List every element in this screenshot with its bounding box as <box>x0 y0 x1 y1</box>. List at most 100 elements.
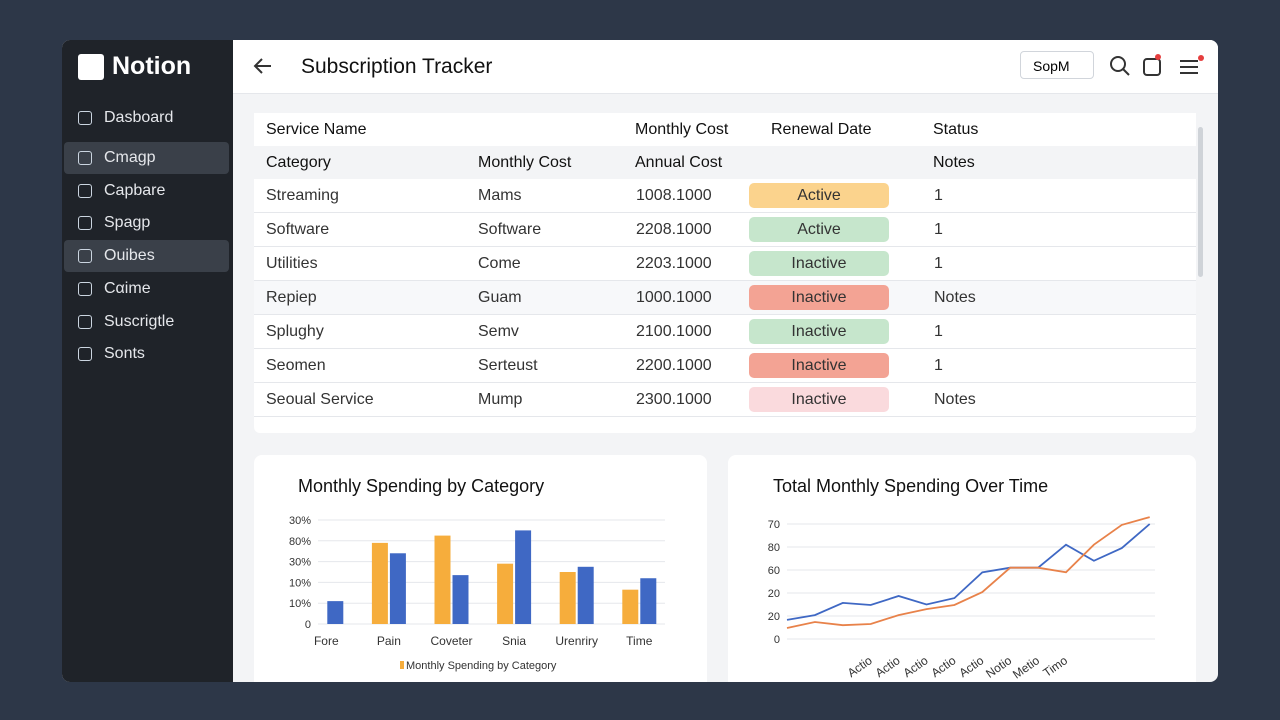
cell-cost: 2203.1000 <box>636 255 712 272</box>
logo <box>78 53 104 80</box>
top-bar: Subscription Tracker SopM <box>233 40 1218 94</box>
chart-card <box>728 455 1196 682</box>
header-cell: Status <box>933 121 979 138</box>
nav-icon <box>78 282 92 296</box>
status-pill: Inactive <box>749 387 889 412</box>
y-tick-label: 30% <box>289 515 311 527</box>
cell-category: Mams <box>478 187 522 204</box>
table-row: Seoual Service Mump 2300.1000 Inactive Notes <box>254 383 1196 417</box>
cell-notes: 1 <box>934 221 943 238</box>
nav-label: Cmagp <box>104 149 156 166</box>
cell-cost: 1000.1000 <box>636 289 712 306</box>
nav-label: Dasboard <box>104 109 174 126</box>
header-cell: Annual Cost <box>635 154 723 171</box>
cell-notes: Notes <box>934 391 976 408</box>
status-pill: Inactive <box>749 285 889 310</box>
header-cell: Monthly Cost <box>635 121 729 138</box>
y-tick-label: 80 <box>768 542 780 554</box>
legend-label: Monthly Spending by Category <box>406 660 557 672</box>
charts: Monthly Spending by Category 0 10% 10% 30% 80… <box>289 476 1155 682</box>
bar <box>640 578 657 624</box>
bar <box>434 535 451 624</box>
cell-cost: 1008.1000 <box>636 187 712 204</box>
status-pill: Active <box>749 183 889 208</box>
nav-label: Cαime <box>104 280 151 297</box>
nav-icon <box>78 249 92 263</box>
y-tick-label: 20 <box>768 611 780 623</box>
status-pill: Inactive <box>749 319 889 344</box>
cell-category: Software <box>478 221 542 238</box>
cell-service: Utilities <box>266 255 318 272</box>
cell-cost: 2208.1000 <box>636 221 712 238</box>
status-pill: Active <box>749 217 889 242</box>
nav-item[interactable]: Dasboard <box>64 102 229 134</box>
x-tick-label: Coveter <box>430 634 472 648</box>
header-cell: Service Name <box>266 121 367 138</box>
legend-swatch <box>400 661 404 669</box>
table-row: Streaming Mams 1008.1000 Active 1 <box>254 179 1196 213</box>
x-tick-label: Actio <box>956 653 986 680</box>
cell-notes: Notes <box>934 289 976 306</box>
cell-service: Seoual Service <box>266 391 374 408</box>
chart-title: Monthly Spending by Category <box>298 476 544 496</box>
nav-label: Suscrigtle <box>104 313 175 330</box>
nav-item[interactable]: Suscrigtle <box>64 306 229 338</box>
cell-category: Serteust <box>478 357 538 374</box>
back-button[interactable] <box>251 56 275 76</box>
nav-item[interactable]: Spagp <box>64 207 229 239</box>
y-tick-label: 0 <box>774 634 780 646</box>
bar <box>515 530 532 624</box>
bar <box>371 542 388 624</box>
cell-service: Software <box>266 221 330 238</box>
status-pill: Inactive <box>749 353 889 378</box>
x-tick-label: Metio <box>1010 653 1042 681</box>
x-tick-label: Notio <box>983 653 1014 681</box>
y-tick-label: 10% <box>289 598 311 610</box>
x-tick-label: Fore <box>314 634 339 648</box>
cell-cost: 2200.1000 <box>636 357 712 374</box>
cell-category: Semv <box>478 323 519 340</box>
bar <box>622 589 639 624</box>
nav-item[interactable]: Sonts <box>64 338 229 370</box>
nav-icon <box>78 151 92 165</box>
nav-item[interactable]: Cαime <box>64 273 229 305</box>
nav-icon <box>78 347 92 361</box>
x-tick-label: Actio <box>873 653 903 680</box>
bar <box>452 575 469 624</box>
nav-label: Spagp <box>104 214 151 231</box>
table-row: Splughy Semv 2100.1000 Inactive 1 <box>254 315 1196 349</box>
nav-item[interactable]: Cmagp <box>64 142 229 174</box>
y-tick-label: 60 <box>768 565 780 577</box>
nav-icon <box>78 216 92 230</box>
brand-name: Notion <box>112 52 192 80</box>
brand: Notion <box>78 52 191 81</box>
dropdown[interactable]: SopM <box>1020 51 1094 79</box>
x-tick-label: Actio <box>901 653 931 680</box>
table-row: Seomen Serteust 2200.1000 Inactive 1 <box>254 349 1196 383</box>
header-cell: Category <box>266 154 331 171</box>
x-tick-label: Timo <box>1040 653 1070 680</box>
nav-item[interactable]: Ouibes <box>64 240 229 272</box>
cell-category: Guam <box>478 289 522 306</box>
y-tick-label: 80% <box>289 536 311 548</box>
table-row: Software Software 2208.1000 Active 1 <box>254 213 1196 247</box>
x-tick-label: Actio <box>845 653 875 680</box>
header-cell: Monthly Cost <box>478 154 572 171</box>
line <box>786 516 1150 629</box>
cell-cost: 2100.1000 <box>636 323 712 340</box>
cell-notes: 1 <box>934 255 943 272</box>
y-tick-label: 10% <box>289 577 311 589</box>
nav-label: Capbare <box>104 182 166 199</box>
cell-category: Mump <box>478 391 523 408</box>
x-tick-label: Pain <box>377 634 401 648</box>
nav-item[interactable]: Capbare <box>64 175 229 207</box>
x-tick-label: Actio <box>929 653 959 680</box>
nav-icon <box>78 111 92 125</box>
cell-service: Repiep <box>266 289 317 306</box>
chart-card <box>254 455 707 682</box>
cell-service: Streaming <box>266 187 339 204</box>
toolbar-icons[interactable] <box>1108 54 1208 80</box>
nav-icon <box>78 184 92 198</box>
chart-title: Total Monthly Spending Over Time <box>773 476 1048 496</box>
